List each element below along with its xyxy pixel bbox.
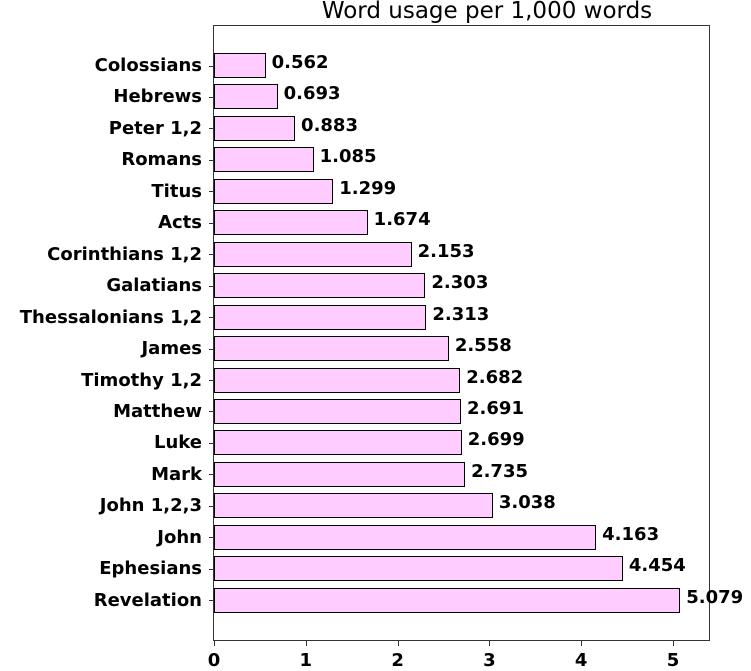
value-label: 2.699 bbox=[467, 429, 525, 451]
bar bbox=[214, 461, 466, 487]
y-tick bbox=[209, 66, 213, 67]
y-tick bbox=[209, 223, 213, 224]
x-tick bbox=[398, 641, 399, 646]
bar bbox=[214, 178, 334, 204]
y-axis-label: John bbox=[157, 526, 202, 548]
y-axis-label: Ephesians bbox=[99, 558, 202, 580]
y-tick bbox=[209, 191, 213, 192]
bar bbox=[214, 367, 461, 393]
y-tick bbox=[209, 349, 213, 350]
y-axis-label: Luke bbox=[154, 432, 202, 454]
y-axis-label: Revelation bbox=[93, 589, 202, 611]
bar bbox=[214, 524, 597, 550]
y-axis-label: Hebrews bbox=[113, 86, 202, 108]
y-axis-label: Peter 1,2 bbox=[108, 117, 202, 139]
value-label: 3.038 bbox=[498, 492, 556, 514]
y-axis-label: John 1,2,3 bbox=[99, 495, 202, 517]
x-axis-label: 1 bbox=[299, 650, 313, 671]
bar bbox=[214, 336, 449, 362]
value-label: 2.691 bbox=[467, 397, 524, 419]
value-label: 1.674 bbox=[373, 209, 431, 231]
y-tick bbox=[209, 254, 213, 255]
y-tick bbox=[209, 128, 213, 129]
y-axis-label: Galatians bbox=[106, 275, 202, 297]
bar bbox=[214, 493, 493, 519]
x-tick bbox=[581, 641, 582, 646]
bar bbox=[214, 84, 278, 110]
y-tick bbox=[209, 474, 213, 475]
y-tick bbox=[209, 286, 213, 287]
bar bbox=[214, 587, 681, 613]
y-axis-label: Timothy 1,2 bbox=[81, 369, 202, 391]
y-axis-label: Colossians bbox=[94, 55, 202, 76]
y-axis-label: Acts bbox=[158, 212, 202, 234]
x-tick bbox=[489, 641, 490, 646]
y-tick bbox=[209, 537, 213, 538]
y-axis-label: Mark bbox=[151, 463, 202, 485]
y-tick bbox=[209, 569, 213, 570]
y-tick bbox=[209, 317, 213, 318]
value-label: 0.883 bbox=[301, 114, 358, 136]
y-axis-label: James bbox=[141, 338, 202, 360]
value-label: 0.693 bbox=[283, 83, 341, 105]
bar bbox=[214, 273, 426, 299]
x-tick bbox=[214, 641, 215, 646]
value-label: 2.313 bbox=[432, 303, 490, 325]
chart-title: Word usage per 1,000 words bbox=[321, 0, 653, 24]
y-tick bbox=[209, 97, 213, 98]
x-tick bbox=[306, 641, 307, 646]
y-axis-label: Romans bbox=[121, 149, 202, 171]
bar bbox=[214, 241, 412, 267]
bar bbox=[214, 556, 623, 582]
value-label: 5.079 bbox=[686, 586, 744, 608]
value-label: 2.153 bbox=[417, 240, 475, 262]
value-label: 4.163 bbox=[602, 523, 660, 545]
x-tick bbox=[673, 641, 674, 646]
y-axis-label: Matthew bbox=[113, 400, 202, 422]
value-label: 0.562 bbox=[271, 52, 329, 73]
y-axis-label: Corinthians 1,2 bbox=[47, 243, 202, 265]
value-label: 1.085 bbox=[319, 146, 377, 168]
y-axis-label: Thessalonians 1,2 bbox=[19, 306, 202, 328]
y-axis-label: Titus bbox=[151, 180, 202, 202]
plot-area bbox=[213, 25, 710, 641]
value-label: 4.454 bbox=[628, 555, 686, 577]
y-tick bbox=[209, 160, 213, 161]
value-label: 2.303 bbox=[431, 272, 489, 294]
value-label: 2.558 bbox=[454, 335, 512, 357]
value-label: 1.299 bbox=[339, 177, 397, 199]
value-label: 2.735 bbox=[471, 460, 528, 482]
x-axis-label: 4 bbox=[574, 650, 588, 671]
x-axis-label: 5 bbox=[666, 650, 680, 671]
x-axis-label: 3 bbox=[483, 650, 496, 671]
y-tick bbox=[209, 506, 213, 507]
x-axis-label: 2 bbox=[391, 650, 404, 671]
x-axis-label: 0 bbox=[207, 650, 221, 671]
y-tick bbox=[209, 411, 213, 412]
y-tick bbox=[209, 600, 213, 601]
bar bbox=[214, 398, 462, 424]
bar bbox=[214, 115, 296, 141]
y-tick bbox=[209, 443, 213, 444]
y-tick bbox=[209, 380, 213, 381]
bar bbox=[214, 304, 427, 330]
bar bbox=[214, 430, 462, 456]
bar bbox=[214, 210, 368, 236]
bar bbox=[214, 53, 266, 78]
bar bbox=[214, 147, 314, 173]
value-label: 2.682 bbox=[466, 366, 524, 388]
